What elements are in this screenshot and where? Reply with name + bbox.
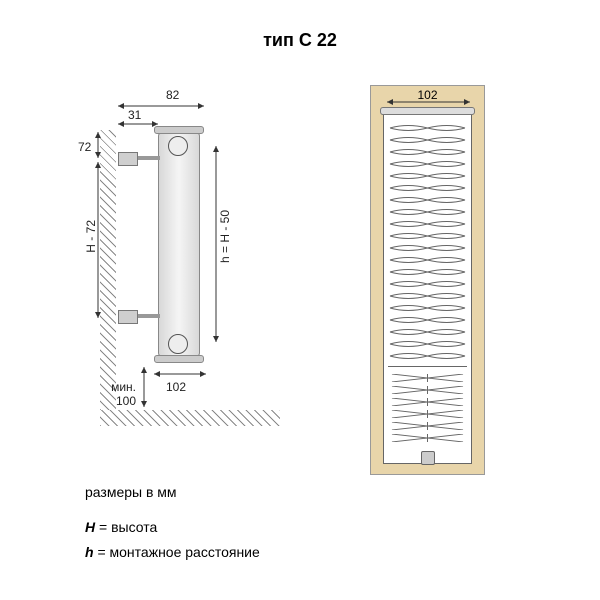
convector-fin <box>388 335 467 343</box>
convector-fin <box>388 275 467 283</box>
bracket-pin-bottom <box>138 314 160 318</box>
wall-vertical <box>100 130 116 410</box>
convector-fin <box>388 311 467 319</box>
convector-fin <box>388 405 467 413</box>
convector-fin <box>388 287 467 295</box>
radiator-side-body <box>158 132 200 357</box>
legend-H-row: H = высота <box>85 515 260 540</box>
convector-fin <box>388 263 467 271</box>
dim-min100: мин. 100 <box>88 380 136 408</box>
dim-102-top: 102 <box>383 88 472 102</box>
convector-fin <box>388 155 467 163</box>
diagram-title: тип C 22 <box>0 30 600 51</box>
dim-H72-line <box>94 160 102 320</box>
convector-fin <box>388 417 467 425</box>
bottom-pipe <box>168 334 188 354</box>
dim-hH50-line <box>212 144 220 344</box>
convector-fin <box>388 251 467 259</box>
wall-floor <box>100 410 280 426</box>
bracket-top <box>118 152 138 166</box>
dim-72: 72 <box>78 140 91 154</box>
convector-fin <box>388 119 467 127</box>
cutaway-divider <box>388 366 467 367</box>
dim-hH50: h = H - 50 <box>218 210 232 263</box>
legend-block: размеры в мм H = высота h = монтажное ра… <box>85 480 260 566</box>
bracket-pin-top <box>138 156 160 160</box>
convector-fin <box>388 239 467 247</box>
convector-fin <box>388 167 467 175</box>
cutaway-bottom-valve <box>421 451 435 465</box>
convector-fin <box>388 191 467 199</box>
legend-H-label: H <box>85 519 95 535</box>
convector-fin <box>388 131 467 139</box>
convector-fin <box>388 215 467 223</box>
convector-fin <box>388 227 467 235</box>
dim-102-bottom: 102 <box>166 380 186 394</box>
convector-fin <box>388 369 467 377</box>
top-pipe <box>168 136 188 156</box>
convector-fin <box>388 299 467 307</box>
cutaway-diagram: 102 <box>370 85 485 475</box>
legend-H-text: = высота <box>95 519 157 535</box>
dim-82: 82 <box>166 88 179 102</box>
convector-fin <box>388 143 467 151</box>
legend-size-note: размеры в мм <box>85 480 260 505</box>
legend-h-text: = монтажное расстояние <box>94 544 260 560</box>
cutaway-top-cap <box>380 107 475 115</box>
convector-fin <box>388 393 467 401</box>
dim-102-bottom-line <box>152 370 208 378</box>
convector-fin <box>388 381 467 389</box>
convector-fin <box>388 203 467 211</box>
legend-h-row: h = монтажное расстояние <box>85 540 260 565</box>
radiator-top-cap <box>154 126 204 134</box>
convector-fin <box>388 179 467 187</box>
radiator-bottom-cap <box>154 355 204 363</box>
dim-31-line <box>116 120 160 128</box>
side-view-diagram: 82 31 72 H - 72 h = H - 50 мин. 100 102 <box>100 90 300 460</box>
dim-min100-line <box>140 365 148 409</box>
dim-72-line <box>94 130 102 160</box>
fins-top-zone <box>384 119 471 363</box>
cutaway-frame <box>383 112 472 464</box>
fins-bottom-zone <box>384 369 471 445</box>
convector-fin <box>388 323 467 331</box>
legend-h-label: h <box>85 544 94 560</box>
convector-fin <box>388 347 467 355</box>
bracket-bottom <box>118 310 138 324</box>
convector-fin <box>388 429 467 437</box>
